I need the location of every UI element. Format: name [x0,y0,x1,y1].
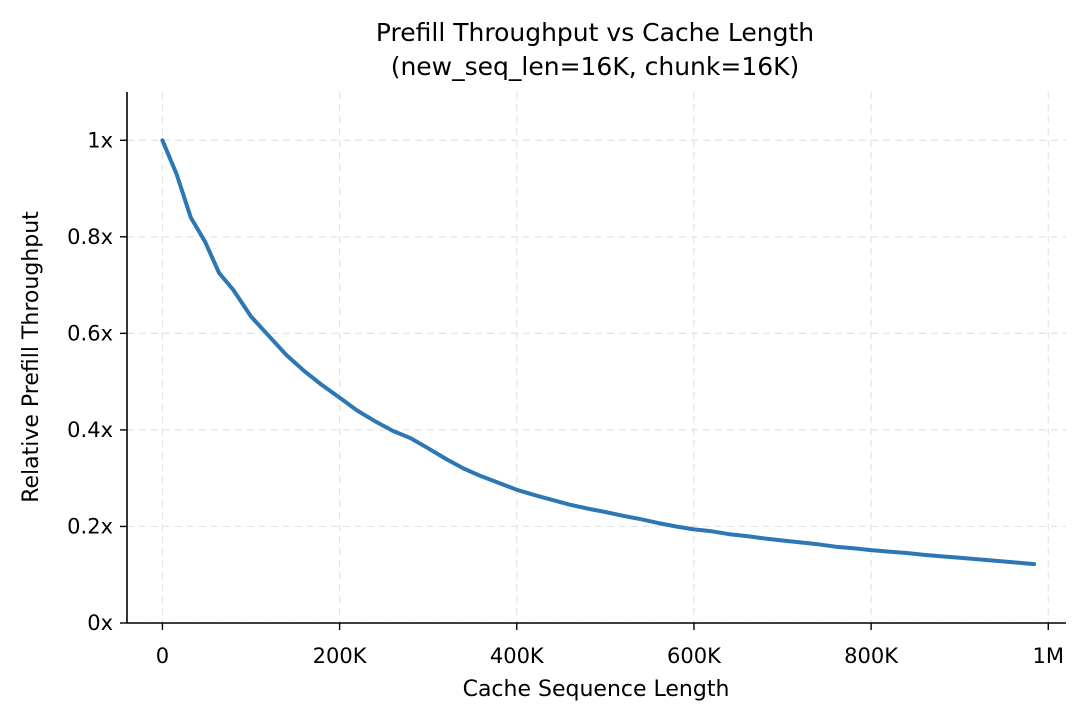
y-tick-label: 0.8x [67,225,113,249]
grid-lines [127,92,1066,624]
y-tick-label: 1x [87,128,113,152]
x-tick-label: 800K [844,644,899,668]
chart-subtitle: (new_seq_len=16K, chunk=16K) [390,52,800,81]
y-axis-label: Relative Prefill Throughput [19,211,44,503]
y-tick-label: 0.2x [67,514,113,538]
series-line [160,138,1037,567]
axes [126,92,1066,624]
series-layer [160,138,1037,567]
x-tick-label: 200K [313,644,368,668]
x-tick-label: 600K [667,644,722,668]
x-axis-label: Cache Sequence Length [463,677,730,702]
ticks: 0 200K 400K 600K 800K 1M 0x 0.2x 0.4x 0.6x 0.8x 1x [67,128,1064,668]
chart-title: Prefill Throughput vs Cache Length [375,18,815,47]
x-tick-label: 400K [490,644,545,668]
y-tick-label: 0.6x [67,321,113,345]
x-tick-label: 0 [156,644,169,668]
y-tick-label: 0x [87,611,113,635]
y-tick-label: 0.4x [67,418,113,442]
x-tick-label: 1M [1033,644,1064,668]
